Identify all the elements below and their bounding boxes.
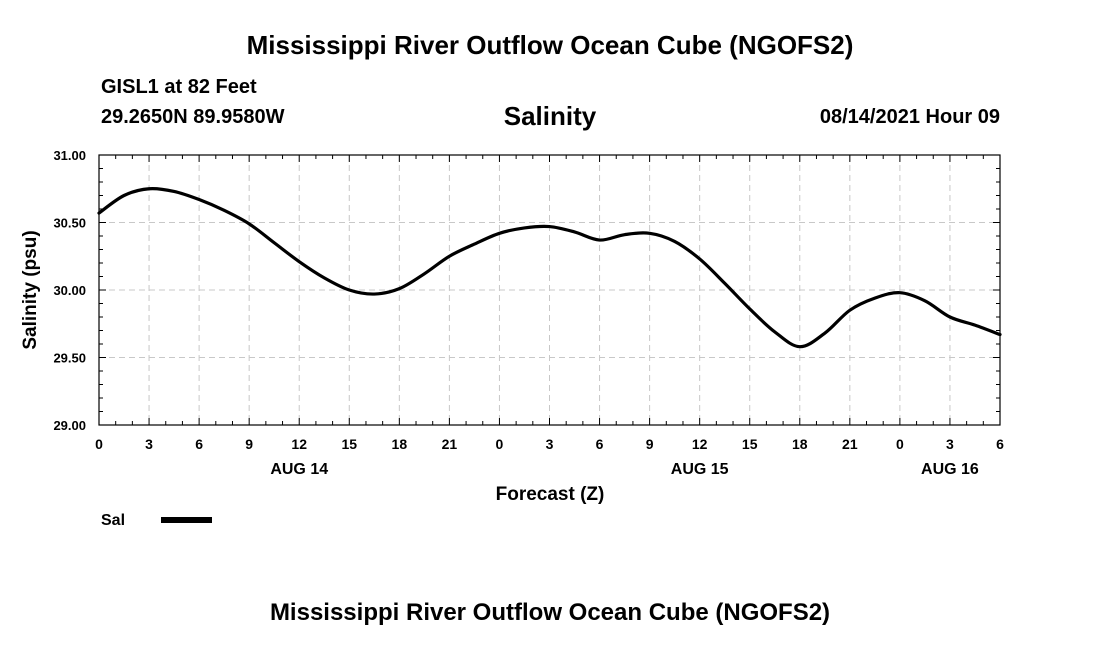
x-tick-label: 18 (792, 436, 808, 452)
date-label: AUG 16 (921, 461, 979, 478)
legend-label: Sal (101, 512, 125, 529)
y-axis-label: Salinity (psu) (20, 230, 41, 349)
station-name: GISL1 at 82 Feet (101, 76, 257, 98)
x-tick-label: 0 (496, 436, 504, 452)
axis-labels: 0 3 6 9 12 15 18 21 0 3 6 9 12 15 18 21 0 3 6 29.00 29.50 30.… (53, 148, 1004, 478)
y-tick-label: 29.50 (53, 351, 86, 366)
y-tick-label: 30.00 (53, 283, 86, 298)
footer-title: Mississippi River Outflow Ocean Cube (NG… (269, 599, 831, 626)
x-tick-label: 6 (996, 436, 1004, 452)
y-tick-label: 30.50 (53, 216, 86, 231)
x-tick-label: 12 (692, 436, 708, 452)
variable-title: Salinity (503, 101, 597, 131)
x-tick-label: 6 (195, 436, 203, 452)
x-tick-label: 21 (842, 436, 858, 452)
x-tick-label: 18 (392, 436, 408, 452)
x-tick-label: 0 (896, 436, 904, 452)
x-tick-label: 15 (341, 436, 357, 452)
series-layer (97, 186, 1002, 349)
y-tick-label: 31.00 (53, 148, 86, 163)
grid-lines (99, 155, 1000, 425)
run-time: 08/14/2021 Hour 09 (819, 106, 1000, 128)
x-tick-label: 3 (946, 436, 954, 452)
x-tick-label: 12 (291, 436, 307, 452)
date-label: AUG 14 (270, 461, 328, 478)
x-tick-label: 0 (95, 436, 103, 452)
axis-ticks (98, 154, 1001, 426)
x-tick-label: 15 (742, 436, 758, 452)
x-axis-label: Forecast (Z) (496, 484, 605, 505)
x-tick-label: 3 (546, 436, 554, 452)
station-coordinates: 29.2650N 89.9580W (101, 106, 285, 128)
x-tick-label: 9 (646, 436, 654, 452)
x-tick-label: 3 (145, 436, 153, 452)
date-label: AUG 15 (671, 461, 729, 478)
series-line-salinity (97, 186, 1002, 349)
page-title: Mississippi River Outflow Ocean Cube (NG… (246, 30, 854, 60)
y-tick-label: 29.00 (53, 418, 86, 433)
x-tick-label: 6 (596, 436, 604, 452)
x-tick-label: 9 (245, 436, 253, 452)
x-tick-label: 21 (442, 436, 458, 452)
plot-frame (98, 154, 1001, 426)
